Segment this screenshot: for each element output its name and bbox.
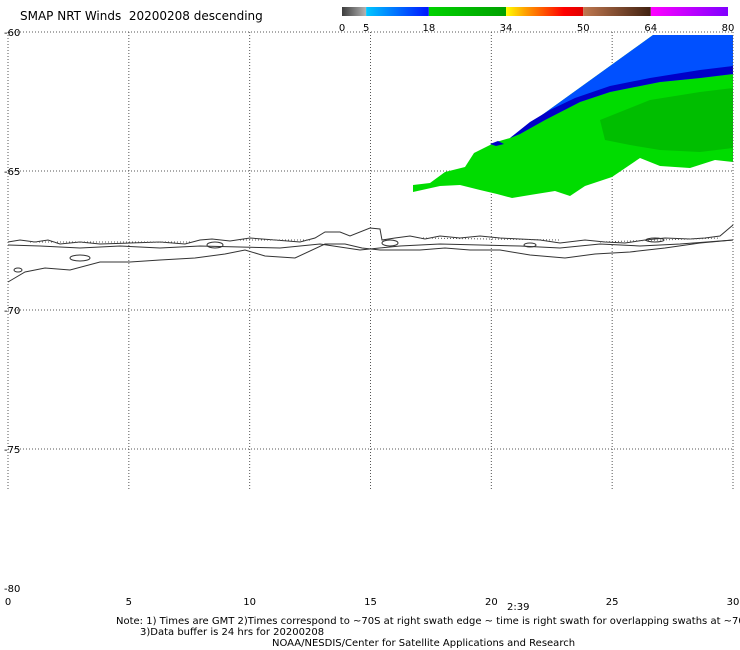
latitude-tick-label: -75	[4, 445, 20, 456]
colorbar-tick-label: 5	[363, 23, 369, 34]
colorbar-tick-label: 80	[722, 23, 735, 34]
colorbar-segment	[650, 7, 728, 16]
colorbar-tick-label: 34	[500, 23, 513, 34]
antarctic-coastline	[7, 224, 734, 283]
colorbar-segment	[506, 7, 584, 16]
latitude-tick-label: -60	[4, 28, 20, 39]
swath-green-dark	[600, 88, 733, 152]
colorbar-tick-label: 50	[577, 23, 590, 34]
latitude-labels: -60 -65 -70 -75 -80	[4, 28, 20, 595]
colorbar-segment	[583, 7, 651, 16]
wind-map: 0 5 10 15 20 25 30 -60 -65 -70 -75 -80 2:39	[4, 28, 740, 613]
note-line-2: 3)Data buffer is 24 hrs for 20200208	[140, 627, 325, 638]
island	[13, 267, 23, 273]
swath-blue-dark	[510, 66, 733, 138]
latitude-tick-label: -70	[4, 306, 20, 317]
longitude-tick-label: 30	[727, 597, 740, 608]
swath-blue-tip	[490, 141, 504, 146]
wind-speed-colorbar: 0 5 18 34 50 64 80	[339, 7, 735, 34]
island	[69, 254, 91, 262]
island	[381, 239, 399, 247]
colorbar-tick-label: 0	[339, 23, 345, 34]
longitude-labels: 0 5 10 15 20 25 30	[5, 597, 740, 608]
swath-time-label: 2:39	[507, 602, 529, 613]
longitude-tick-label: 15	[364, 597, 377, 608]
inland-coast	[7, 239, 734, 283]
wind-swath	[413, 35, 733, 198]
colorbar-segment	[428, 7, 507, 16]
note-line-3: NOAA/NESDIS/Center for Satellite Applica…	[272, 638, 576, 649]
island	[206, 241, 224, 249]
shelf-hatch	[30, 237, 721, 243]
longitude-tick-label: 5	[126, 597, 132, 608]
longitude-tick-label: 0	[5, 597, 11, 608]
ice-shelf-edge	[7, 224, 734, 245]
colorbar-segment	[342, 7, 367, 16]
longitude-tick-label: 10	[243, 597, 256, 608]
note-line-1: Note: 1) Times are GMT 2)Times correspon…	[116, 616, 740, 627]
colorbar-tick-label: 64	[644, 23, 657, 34]
longitude-tick-label: 25	[606, 597, 619, 608]
colorbar-tick-label: 18	[422, 23, 435, 34]
island	[523, 242, 537, 248]
map-title: SMAP NRT Winds 20200208 descending	[20, 9, 263, 23]
map-frame	[7, 31, 734, 491]
latitude-tick-label: -80	[4, 584, 20, 595]
lat-lon-grid	[8, 32, 733, 491]
colorbar-segment	[366, 7, 429, 16]
ice-shelf-inner	[7, 239, 734, 251]
latitude-tick-label: -65	[4, 167, 20, 178]
island	[645, 237, 665, 243]
longitude-tick-label: 20	[485, 597, 498, 608]
